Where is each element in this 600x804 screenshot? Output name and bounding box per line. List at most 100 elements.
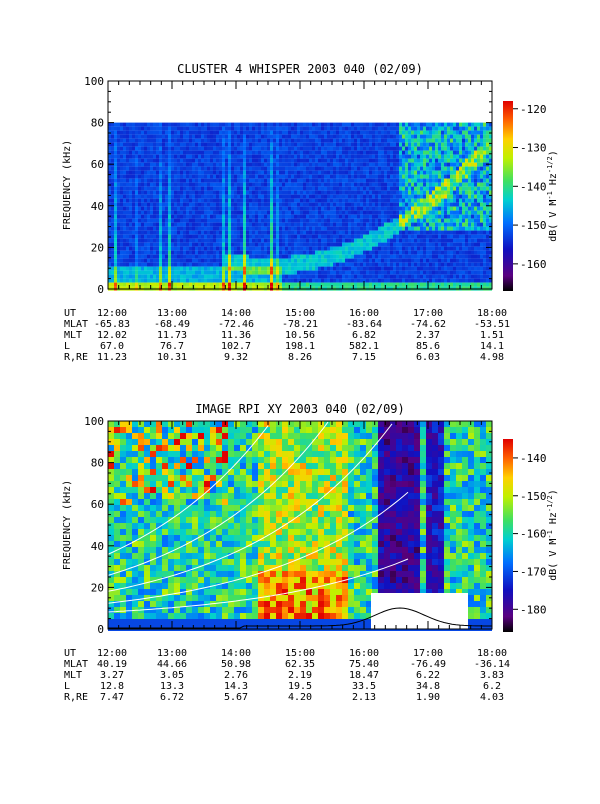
heatmap-cell <box>306 174 309 179</box>
heatmap-cell <box>135 218 138 223</box>
heatmap-cell <box>246 182 249 187</box>
heatmap-cell <box>162 178 165 183</box>
heatmap-cell <box>171 270 174 275</box>
heatmap-cell <box>321 278 324 283</box>
heatmap-cell <box>378 154 381 159</box>
heatmap-cell <box>231 210 234 215</box>
heatmap-cell <box>291 202 294 207</box>
heatmap-cell <box>351 270 354 275</box>
heatmap-cell <box>153 282 156 287</box>
heatmap-cell <box>273 250 276 255</box>
heatmap-cell <box>444 222 447 227</box>
heatmap-cell <box>333 122 336 127</box>
heatmap-cell <box>195 270 198 275</box>
heatmap-cell <box>228 242 231 247</box>
heatmap-cell <box>366 126 369 131</box>
heatmap-cell <box>138 154 141 159</box>
heatmap-cell <box>114 162 117 167</box>
heatmap-cell <box>174 262 177 267</box>
heatmap-cell <box>294 130 297 135</box>
heatmap-cell <box>417 222 420 227</box>
heatmap-cell <box>426 234 429 239</box>
heatmap-cell <box>414 170 417 175</box>
heatmap-cell <box>330 242 333 247</box>
heatmap-cell <box>345 178 348 183</box>
heatmap-cell <box>447 258 450 263</box>
heatmap-cell <box>366 154 369 159</box>
heatmap-cell <box>357 238 360 243</box>
heatmap-cell <box>255 270 258 275</box>
heatmap-cell <box>354 158 357 163</box>
heatmap-cell <box>462 138 465 143</box>
heatmap-cell <box>177 182 180 187</box>
heatmap-cell <box>339 266 342 271</box>
heatmap-cell <box>120 122 123 127</box>
heatmap-cell <box>429 238 432 243</box>
heatmap-cell <box>342 178 345 183</box>
heatmap-cell <box>108 206 111 211</box>
heatmap-cell <box>387 130 390 135</box>
heatmap-cell <box>363 198 366 203</box>
heatmap-cell <box>300 190 303 195</box>
heatmap-cell <box>282 282 285 287</box>
heatmap-cell <box>120 242 123 247</box>
heatmap-cell <box>120 274 123 279</box>
heatmap-cell <box>222 198 225 203</box>
heatmap-cell <box>408 242 411 247</box>
heatmap-cell <box>132 154 135 159</box>
heatmap-cell <box>327 250 330 255</box>
heatmap-cell <box>384 270 387 275</box>
heatmap-cell <box>135 238 138 243</box>
heatmap-cell <box>210 230 213 235</box>
heatmap-cell <box>417 282 420 287</box>
heatmap-cell <box>192 262 195 267</box>
heatmap-cell <box>456 150 459 155</box>
heatmap-cell <box>171 158 174 163</box>
heatmap-cell <box>366 210 369 215</box>
heatmap-cell <box>348 170 351 175</box>
heatmap-cell <box>150 246 153 251</box>
heatmap-cell <box>162 282 165 287</box>
heatmap-cell <box>345 250 348 255</box>
heatmap-cell <box>312 282 315 287</box>
heatmap-cell <box>228 134 231 139</box>
heatmap-cell <box>423 270 426 275</box>
heatmap-cell <box>132 274 135 279</box>
heatmap-cell <box>231 122 234 127</box>
heatmap-cell <box>162 234 165 239</box>
heatmap-cell <box>147 242 150 247</box>
heatmap-cell <box>267 170 270 175</box>
heatmap-cell <box>372 162 375 167</box>
heatmap-cell <box>279 142 282 147</box>
heatmap-cell <box>258 134 261 139</box>
heatmap-cell <box>408 186 411 191</box>
heatmap-cell <box>159 234 162 239</box>
heatmap-cell <box>201 158 204 163</box>
heatmap-cell <box>417 158 420 163</box>
heatmap-cell <box>393 194 396 199</box>
heatmap-cell <box>453 182 456 187</box>
heatmap-cell <box>381 198 384 203</box>
heatmap-cell <box>141 154 144 159</box>
heatmap-cell <box>384 246 387 251</box>
heatmap-cell <box>156 250 159 255</box>
heatmap-cell <box>207 206 210 211</box>
heatmap-cell <box>228 158 231 163</box>
heatmap-cell <box>288 278 291 283</box>
heatmap-cell <box>291 258 294 263</box>
heatmap-cell <box>156 186 159 191</box>
heatmap-cell <box>462 246 465 251</box>
heatmap-cell <box>297 278 300 283</box>
heatmap-cell <box>444 234 447 239</box>
heatmap-cell <box>441 270 444 275</box>
heatmap-cell <box>246 222 249 227</box>
heatmap-cell <box>450 250 453 255</box>
heatmap-cell <box>129 246 132 251</box>
heatmap-cell <box>219 162 222 167</box>
heatmap-cell <box>213 146 216 151</box>
heatmap-cell <box>324 270 327 275</box>
heatmap-cell <box>333 230 336 235</box>
heatmap-cell <box>288 126 291 131</box>
heatmap-cell <box>168 266 171 271</box>
heatmap-cell <box>114 206 117 211</box>
